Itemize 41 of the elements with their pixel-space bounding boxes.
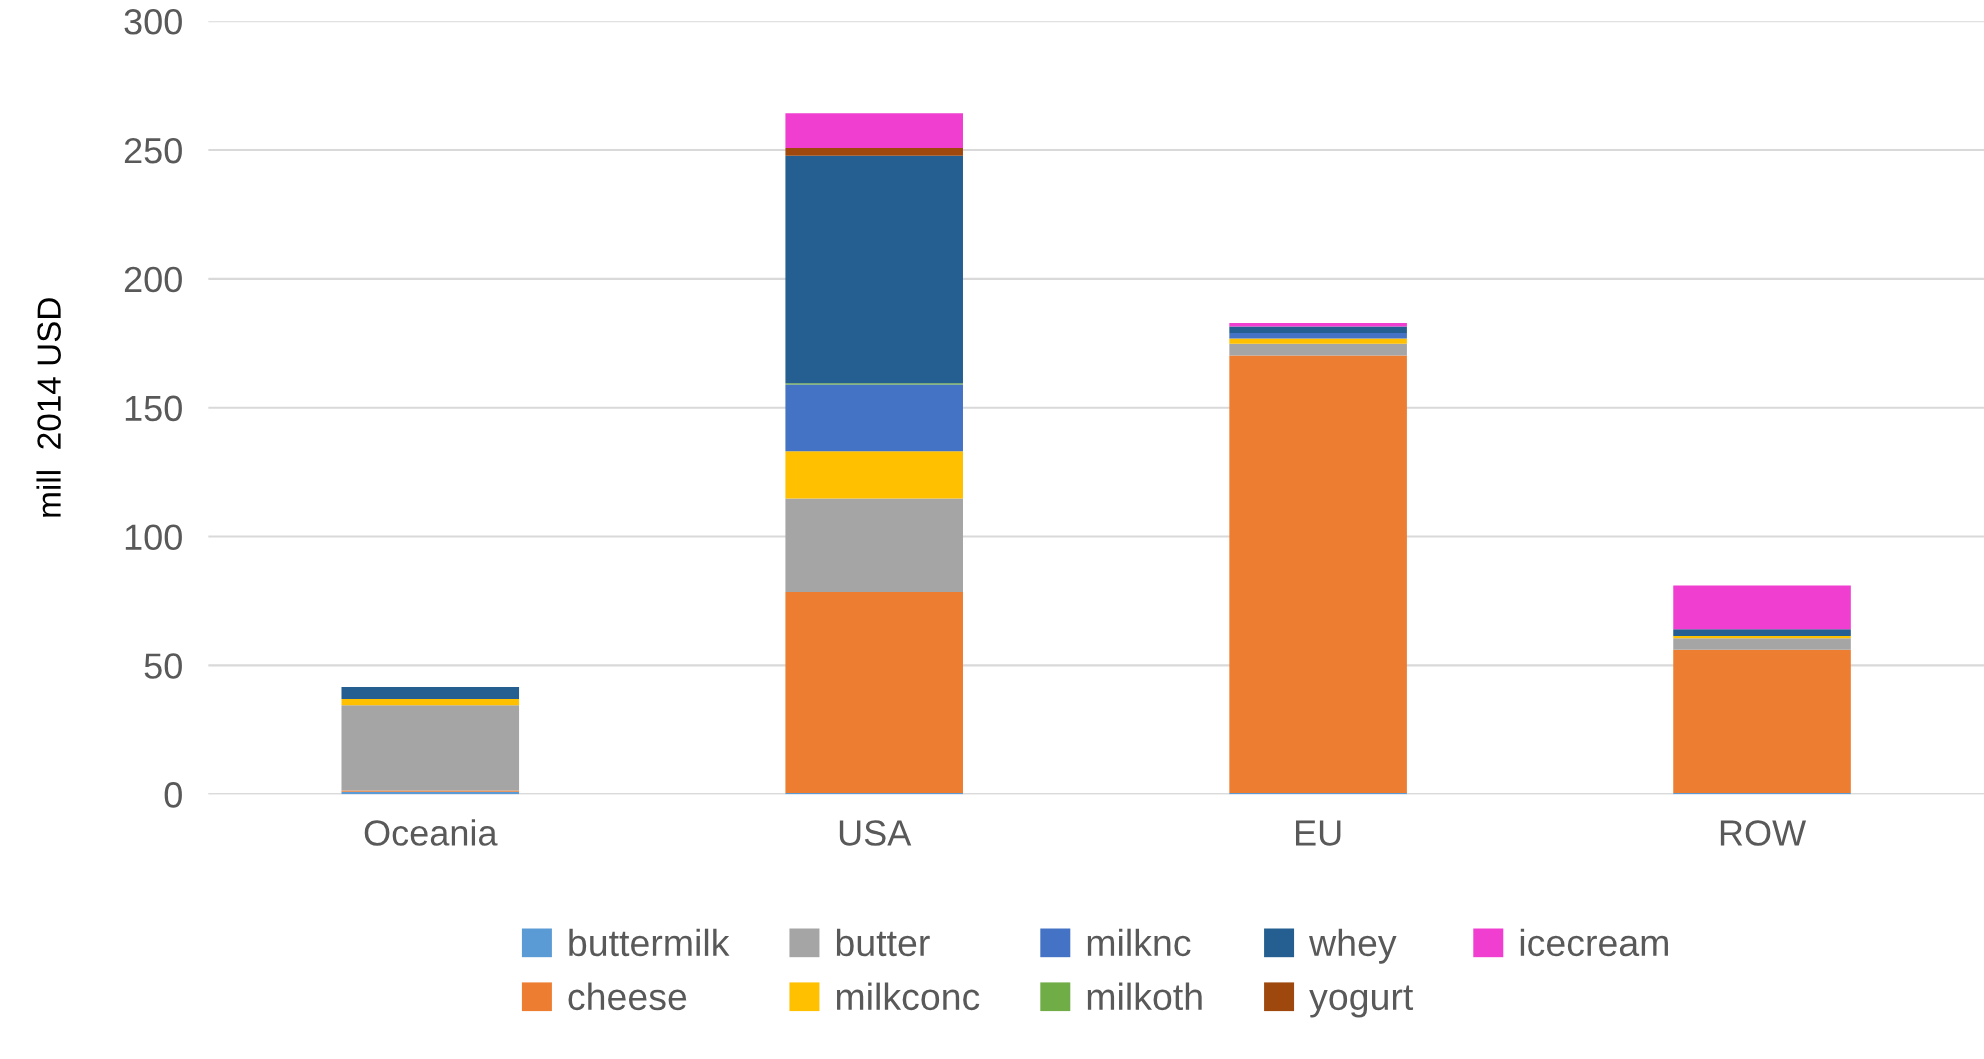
legend-label: buttermilk xyxy=(569,928,730,957)
bar xyxy=(1229,355,1407,793)
y-tick-label: 0 xyxy=(164,782,182,808)
legend-label: cheese xyxy=(568,982,687,1011)
bar xyxy=(785,147,963,156)
bar xyxy=(341,687,520,699)
bar xyxy=(1229,326,1407,333)
bar xyxy=(785,451,963,499)
x-tick-label: ROW xyxy=(1720,820,1807,846)
bar xyxy=(785,591,963,793)
bar xyxy=(1673,638,1851,650)
y-tick-label: 300 xyxy=(124,9,182,35)
legend-label: milkconc xyxy=(836,982,980,1011)
bar xyxy=(1229,343,1407,356)
bar xyxy=(785,384,963,452)
bar xyxy=(1673,649,1851,793)
bar xyxy=(341,705,520,791)
y-tick-label: 150 xyxy=(125,395,182,422)
y-tick-label: 200 xyxy=(124,266,182,293)
bar xyxy=(1673,629,1851,637)
bar xyxy=(1673,585,1851,630)
x-tick-label: EU xyxy=(1296,820,1341,846)
legend-label: yogurt xyxy=(1309,985,1414,1018)
bar xyxy=(785,155,963,384)
legend-label: milkoth xyxy=(1087,982,1202,1011)
y-tick-label: 100 xyxy=(125,524,182,550)
y-axis-title: mill 2014 USD xyxy=(36,298,61,517)
legend-label: butter xyxy=(836,928,930,957)
bar xyxy=(341,698,520,706)
bar xyxy=(1229,322,1407,327)
legend-label: milknc xyxy=(1087,928,1191,957)
bar xyxy=(785,498,963,592)
bar xyxy=(785,113,963,148)
bar xyxy=(1229,332,1407,339)
x-tick-label: USA xyxy=(839,820,912,846)
bar xyxy=(1229,338,1407,344)
y-tick-label: 50 xyxy=(144,653,182,679)
legend-label: whey xyxy=(1309,928,1397,964)
x-tick-label: Oceania xyxy=(364,819,498,846)
legend-label: icecream xyxy=(1520,928,1668,957)
y-tick-label: 250 xyxy=(124,137,182,164)
